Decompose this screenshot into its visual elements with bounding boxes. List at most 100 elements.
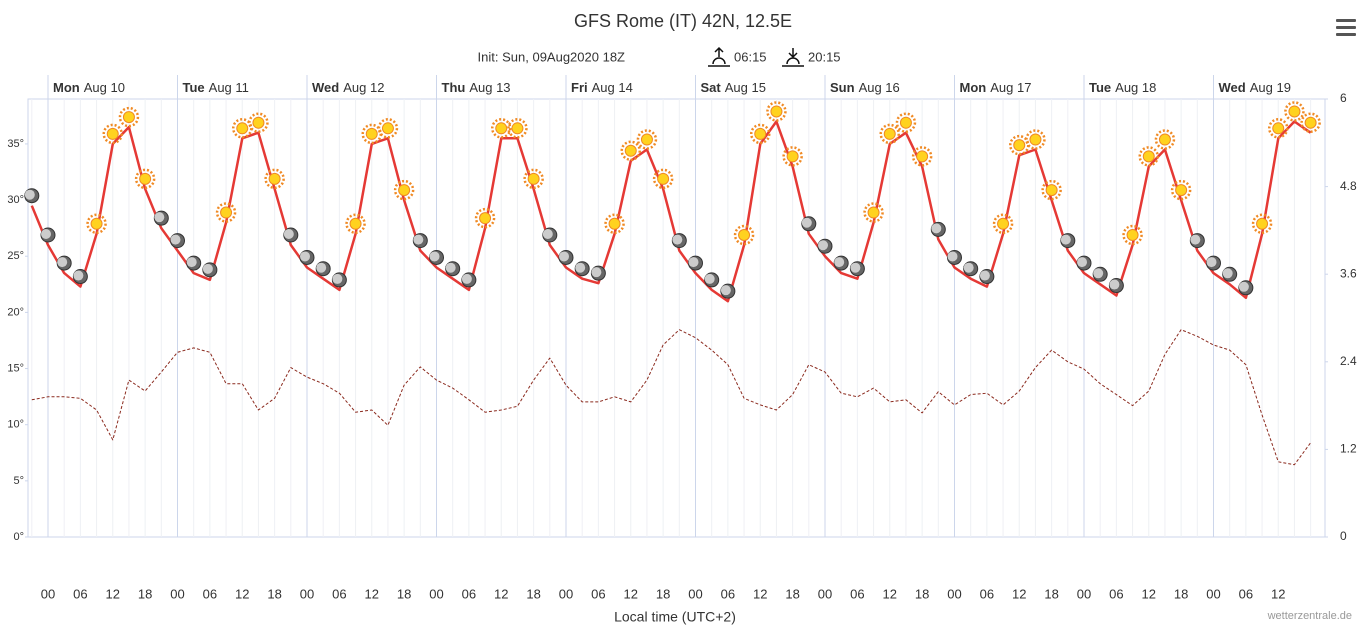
menu-button[interactable] <box>1336 19 1356 36</box>
y-tick-label: 5° <box>13 475 24 487</box>
x-tick-label: 18 <box>526 586 540 601</box>
weather-icon <box>377 118 399 139</box>
x-tick-label: 00 <box>688 586 702 601</box>
x-tick-label: 12 <box>624 586 638 601</box>
sun-rays <box>507 118 528 139</box>
x-tick-label: 18 <box>138 586 152 601</box>
moon-lit <box>1109 279 1120 290</box>
weekday: Wed <box>312 80 339 95</box>
sun <box>90 217 103 230</box>
moon-lit <box>704 273 715 284</box>
x-tick-label: 06 <box>332 586 346 601</box>
weather-icon <box>56 255 72 271</box>
weather-icon <box>283 227 299 243</box>
moon-lit <box>818 240 828 251</box>
x-tick-label: 18 <box>785 586 799 601</box>
x-tick-label: 18 <box>1174 586 1188 601</box>
weather-icon <box>1060 233 1076 249</box>
moon-lit <box>461 273 472 284</box>
moon-lit <box>283 229 294 239</box>
weather-icon <box>879 123 900 145</box>
sun-rays <box>766 101 787 122</box>
sun-rays <box>604 213 625 235</box>
moon-lit <box>41 229 51 239</box>
x-tick-label: 00 <box>1077 586 1091 601</box>
sun <box>608 217 621 230</box>
weather-icon <box>102 123 123 145</box>
moon-lit <box>332 273 343 284</box>
weather-icon <box>1284 101 1305 122</box>
series-line <box>30 120 1312 303</box>
sun <box>786 150 799 163</box>
x-tick-label: 12 <box>106 586 120 601</box>
x-tick-label: 12 <box>1142 586 1156 601</box>
sun-rays <box>1268 118 1289 139</box>
weather-icon <box>992 213 1014 235</box>
moon-lit <box>445 262 456 273</box>
sun <box>916 150 929 163</box>
sun-rays <box>134 168 156 190</box>
series-line <box>31 329 1312 466</box>
x-tick-label: 18 <box>267 586 281 601</box>
weather-icon <box>412 233 428 249</box>
weather-icon <box>248 112 269 133</box>
sun <box>883 127 896 140</box>
date: Aug 15 <box>725 80 766 95</box>
date: Aug 16 <box>859 80 900 95</box>
sun-rays <box>733 224 755 246</box>
sun <box>495 122 508 135</box>
x-tick-label: 12 <box>1271 586 1285 601</box>
weather-icon <box>24 188 40 204</box>
x-tick-label: 06 <box>1239 586 1253 601</box>
weather-icon <box>393 179 415 201</box>
sun <box>349 217 362 230</box>
init-text: Init: Sun, 09Aug2020 18Z <box>478 49 626 64</box>
sun <box>268 172 281 185</box>
y-tick-label: 25° <box>7 250 24 262</box>
sunset-time: 20:15 <box>808 49 841 64</box>
sun-rays <box>992 213 1014 235</box>
date: Aug 10 <box>84 80 125 95</box>
x-tick-label: 00 <box>41 586 55 601</box>
y2-tick-label: 0 <box>1340 529 1347 543</box>
date: Aug 19 <box>1250 80 1291 95</box>
moon-lit <box>170 234 181 245</box>
x-tick-label: 12 <box>235 586 249 601</box>
weather-icon <box>153 210 169 226</box>
moon-lit <box>672 234 683 245</box>
moon-lit <box>154 212 165 223</box>
weather-icon <box>1076 255 1092 271</box>
sun <box>381 122 394 135</box>
day-label: Wed Aug 19 <box>1219 80 1291 95</box>
sun <box>624 144 637 157</box>
sun <box>1142 150 1155 163</box>
grid <box>31 75 1312 537</box>
weather-icon <box>1025 129 1046 150</box>
weather-icon <box>429 249 444 265</box>
sun <box>106 127 119 140</box>
weather-icon <box>947 249 962 265</box>
sun-rays <box>1154 129 1176 150</box>
y2-tick-label: 6 <box>1340 91 1347 105</box>
weather-icon <box>652 168 674 190</box>
sun-rays <box>652 168 674 190</box>
sun-rays <box>879 123 900 145</box>
weather-icon <box>118 106 140 128</box>
weather-icon <box>801 216 817 232</box>
weather-icon <box>345 213 366 235</box>
sun <box>1126 229 1139 241</box>
weather-icon <box>445 261 461 277</box>
weekday: Thu <box>442 80 466 95</box>
x-tick-label: 00 <box>818 586 832 601</box>
weather-icon <box>720 283 736 299</box>
day-label: Sun Aug 16 <box>830 80 900 95</box>
sun <box>1045 184 1058 197</box>
sun-rays <box>1041 179 1062 201</box>
sun-rays <box>102 123 123 145</box>
sun <box>1013 139 1026 152</box>
weekday: Tue <box>1089 80 1111 95</box>
sun-rays <box>636 129 658 150</box>
weather-icon <box>863 202 884 223</box>
weather-icon <box>491 118 512 139</box>
day-label: Fri Aug 14 <box>571 80 633 95</box>
